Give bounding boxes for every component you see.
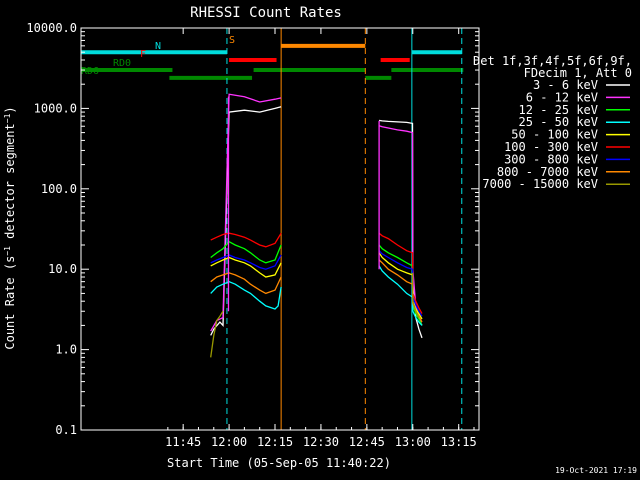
legend-header-line-1: Det 1f,3f,4f,5f,6f,9f, xyxy=(473,54,632,68)
y-axis-ticks: 10000.0 1000.0 100.0 10.0 1.0 0.1 xyxy=(26,21,479,437)
footer-timestamp: 19-Oct-2021 17:19 xyxy=(555,466,637,475)
series-line-8-seg1 xyxy=(210,310,224,358)
series-line-7-seg1 xyxy=(210,272,282,295)
flag-label-f: F xyxy=(140,49,146,60)
series-line-5-seg1 xyxy=(210,232,282,248)
series-line-5-seg2 xyxy=(378,232,423,314)
legend-header-line-2: FDecim 1, Att 0 xyxy=(524,66,632,80)
chart-title: RHESSI Count Rates xyxy=(190,5,342,21)
x-tick-label-4: 12:45 xyxy=(349,435,385,449)
x-tick-label-0: 11:45 xyxy=(165,435,201,449)
flag-label-n: N xyxy=(155,41,161,52)
x-tick-label-6: 13:15 xyxy=(441,435,477,449)
series-line-2-seg2 xyxy=(378,244,423,326)
flag-label-rd6: RD6 xyxy=(81,66,99,77)
plot-frame xyxy=(80,27,480,431)
series-line-6-seg2 xyxy=(378,250,423,317)
y-tick-label-2: 100.0 xyxy=(41,182,77,196)
flag-label-rd0: RD0 xyxy=(113,58,131,69)
flag-bars: N S F RD0 RD6 xyxy=(81,35,464,80)
y-tick-label-5: 0.1 xyxy=(55,423,77,437)
legend-label-0: 3 - 6 keV xyxy=(533,78,598,92)
x-tick-label-5: 13:00 xyxy=(395,435,431,449)
series-line-6-seg1 xyxy=(210,254,282,270)
series-lines xyxy=(210,93,423,358)
x-tick-label-3: 12:30 xyxy=(303,435,339,449)
legend-label-3: 25 - 50 keV xyxy=(519,115,598,129)
legend: Det 1f,3f,4f,5f,6f,9f, FDecim 1, Att 0 3… xyxy=(473,54,632,191)
legend-label-6: 300 - 800 keV xyxy=(504,152,598,166)
y-tick-label-3: 10.0 xyxy=(48,262,77,276)
y-tick-label-0: 10000.0 xyxy=(26,21,77,35)
series-line-2-seg1 xyxy=(210,240,282,264)
legend-label-5: 100 - 300 keV xyxy=(504,140,598,154)
legend-label-2: 12 - 25 keV xyxy=(519,103,598,117)
legend-label-7: 800 - 7000 keV xyxy=(497,165,598,179)
legend-label-8: 7000 - 15000 keV xyxy=(482,177,598,191)
y-tick-label-1: 1000.0 xyxy=(34,101,77,115)
legend-label-1: 6 - 12 keV xyxy=(526,90,598,104)
series-line-0-seg2 xyxy=(378,119,423,339)
x-tick-label-2: 12:15 xyxy=(257,435,293,449)
flag-label-s: S xyxy=(229,35,235,46)
x-axis-label: Start Time (05-Sep-05 11:40:22) xyxy=(167,456,391,470)
x-axis-ticks: 11:45 12:00 12:15 12:30 12:45 13:00 13:15 xyxy=(165,28,477,449)
y-tick-label-4: 1.0 xyxy=(55,343,77,357)
legend-label-4: 50 - 100 keV xyxy=(511,128,598,142)
series-line-3-seg2 xyxy=(378,265,423,326)
series-line-3-seg1 xyxy=(210,280,282,310)
y-axis-label: Count Rate (s−1 detector segment−1) xyxy=(3,106,18,349)
x-tick-label-1: 12:00 xyxy=(211,435,247,449)
series-line-8-seg2 xyxy=(411,272,420,318)
series-line-4-seg2 xyxy=(378,252,423,320)
series-line-4-seg1 xyxy=(210,256,282,278)
